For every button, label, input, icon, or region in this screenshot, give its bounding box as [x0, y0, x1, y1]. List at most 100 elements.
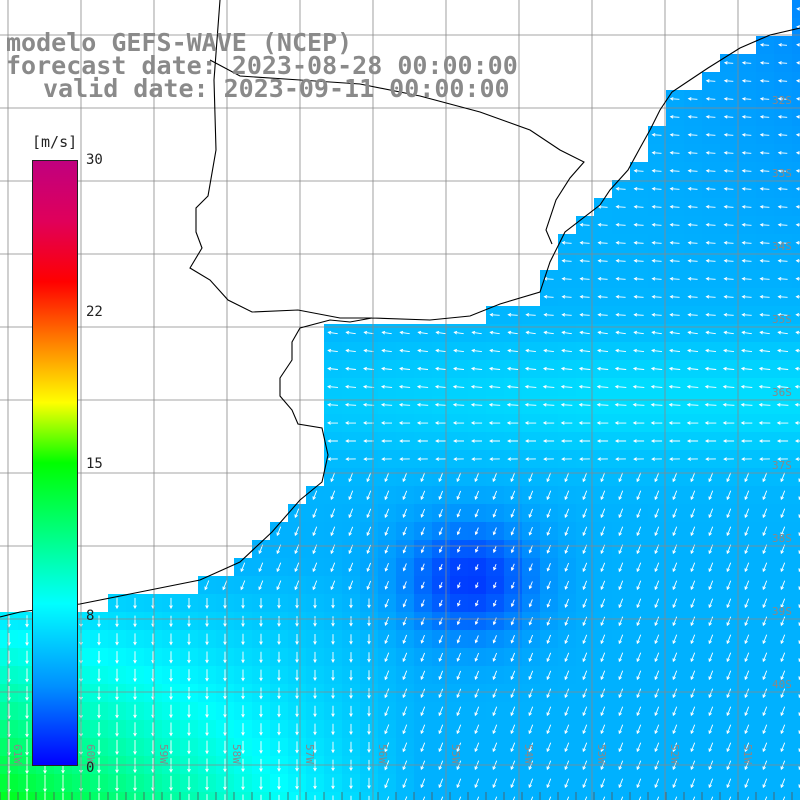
wind-arrow	[510, 472, 516, 483]
wind-arrow	[726, 508, 732, 519]
wind-arrow	[614, 439, 627, 443]
wind-arrow	[452, 421, 465, 425]
wind-arrow	[528, 778, 534, 789]
wind-arrow	[687, 330, 698, 335]
wind-arrow	[654, 472, 660, 483]
wind-arrow	[596, 439, 609, 443]
wind-arrow	[295, 669, 299, 682]
wind-arrow	[600, 724, 606, 735]
wind-arrow	[722, 402, 735, 407]
wind-arrow	[402, 581, 407, 590]
wind-arrow	[744, 490, 750, 501]
wind-arrow	[780, 616, 786, 627]
colorbar-tick: 30	[86, 152, 103, 168]
wind-arrow	[402, 706, 408, 717]
wind-arrow	[780, 634, 786, 645]
wind-arrow	[416, 421, 429, 425]
wind-arrow	[402, 724, 408, 735]
wind-arrow	[241, 776, 245, 791]
wind-arrow	[152, 793, 154, 800]
wind-arrow	[434, 384, 447, 389]
wind-arrow	[794, 402, 800, 407]
wind-arrow	[223, 776, 227, 791]
lat-label: 33S	[772, 167, 792, 180]
wind-arrow	[276, 562, 282, 573]
wind-arrow	[169, 669, 173, 682]
wind-arrow	[561, 258, 572, 263]
wind-arrow	[744, 778, 750, 789]
wind-arrow	[530, 796, 534, 800]
wind-arrow	[366, 472, 372, 483]
wind-arrow	[690, 580, 696, 591]
wind-arrow	[277, 741, 281, 754]
wind-arrow	[686, 421, 699, 425]
wind-arrow	[223, 687, 227, 700]
wind-arrow	[435, 330, 446, 335]
wind-arrow	[633, 168, 644, 173]
wind-arrow	[296, 795, 298, 800]
wind-arrow	[708, 706, 714, 717]
wind-arrow	[434, 421, 447, 425]
wind-arrow	[420, 724, 426, 735]
wind-arrow	[564, 616, 570, 626]
wind-arrow	[398, 402, 411, 407]
wind-arrow	[349, 723, 353, 736]
wind-arrow	[241, 615, 245, 628]
wind-arrow	[330, 562, 336, 573]
wind-arrow	[794, 384, 800, 389]
wind-arrow	[205, 598, 209, 609]
wind-arrow	[399, 439, 410, 443]
wind-arrow	[596, 421, 609, 425]
wind-arrow	[25, 650, 29, 665]
wind-arrow	[723, 222, 734, 227]
wind-arrow	[115, 651, 119, 664]
wind-arrow	[330, 472, 336, 483]
wind-arrow	[618, 778, 624, 789]
wind-arrow	[133, 740, 137, 755]
wind-arrow	[561, 294, 572, 299]
wind-arrow	[546, 508, 552, 519]
wind-arrow	[722, 421, 735, 425]
wind-arrow	[704, 384, 717, 389]
wind-arrow	[618, 526, 624, 537]
wind-arrow	[741, 312, 752, 317]
wind-arrow	[638, 796, 642, 800]
wind-arrow	[564, 598, 570, 608]
wind-cell	[774, 792, 793, 800]
wind-arrow	[528, 508, 534, 518]
wind-arrow	[597, 457, 608, 461]
wind-arrow	[654, 688, 660, 699]
wind-arrow	[618, 670, 624, 681]
wind-arrow	[528, 652, 534, 662]
wind-arrow	[651, 312, 662, 317]
wind-arrow	[510, 508, 516, 518]
wind-arrow	[632, 439, 645, 443]
wind-arrow	[726, 742, 732, 753]
wind-arrow	[169, 775, 173, 792]
wind-cell	[792, 360, 800, 379]
wind-cell	[792, 198, 800, 217]
wind-arrow	[420, 508, 426, 518]
wind-arrow	[404, 796, 408, 800]
wind-arrow	[277, 687, 281, 700]
wind-arrow	[687, 348, 699, 353]
wind-arrow	[187, 722, 191, 737]
wind-cell	[792, 144, 800, 163]
wind-arrow	[600, 778, 606, 789]
wind-arrow	[759, 79, 770, 83]
wind-arrow	[528, 688, 534, 699]
wind-arrow	[492, 545, 497, 554]
wind-arrow	[452, 402, 465, 407]
wind-arrow	[258, 562, 264, 573]
wind-arrow	[260, 794, 262, 800]
wind-arrow	[384, 634, 390, 645]
lon-label: 59W	[157, 744, 170, 764]
wind-arrow	[578, 402, 591, 407]
wind-arrow	[654, 670, 660, 681]
wind-arrow	[420, 490, 426, 501]
wind-arrow	[744, 598, 750, 609]
wind-arrow	[669, 186, 680, 191]
wind-arrow	[636, 562, 642, 573]
wind-arrow	[489, 457, 500, 461]
wind-arrow	[672, 562, 678, 573]
